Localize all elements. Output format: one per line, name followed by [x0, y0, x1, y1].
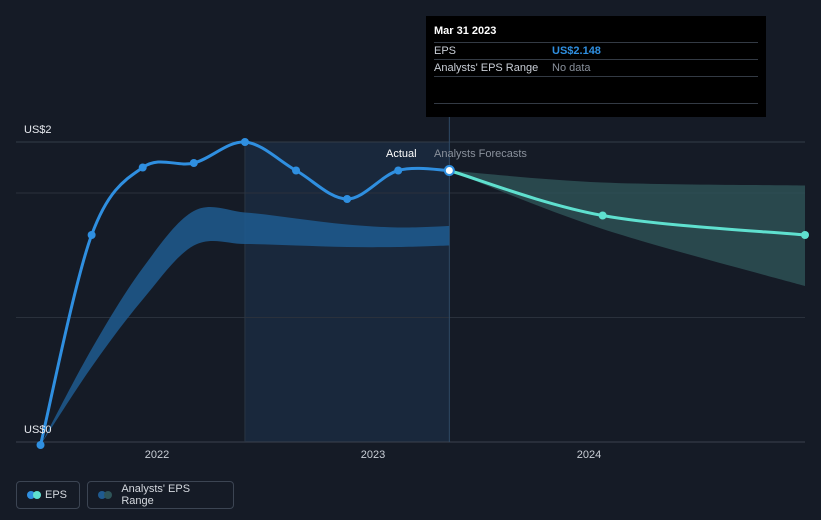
x-tick-label-2022: 2022 — [144, 449, 170, 461]
range-legend-icon — [98, 491, 113, 499]
eps-point-actual-4 — [240, 138, 249, 146]
eps-point-actual-0 — [36, 441, 45, 449]
tooltip-row-range: Analysts' EPS Range No data — [434, 60, 758, 77]
y-tick-label-top: US$2 — [24, 124, 52, 136]
actual-section-label: Actual — [386, 148, 417, 160]
eps-range-band-actual — [40, 206, 450, 445]
eps-point-actual-7 — [394, 166, 403, 175]
legend-eps-label: EPS — [44, 489, 67, 501]
x-tick-label-2024: 2024 — [576, 449, 602, 461]
eps-point-forecast-1 — [598, 211, 607, 220]
eps-point-actual-3 — [189, 159, 198, 167]
eps-point-actual-6 — [343, 195, 352, 203]
legend-range-label: Analysts' EPS Range — [121, 483, 191, 507]
x-tick-label-2023: 2023 — [360, 449, 386, 461]
legend-eps-button[interactable]: EPS — [16, 481, 80, 509]
forecast-highlight — [244, 142, 450, 442]
tooltip-eps-value: US$2.148 — [552, 45, 601, 57]
tooltip-row-eps: EPS US$2.148 — [434, 43, 758, 60]
eps-point-actual-2 — [138, 163, 147, 172]
tooltip-range-value: No data — [552, 62, 591, 74]
data-tooltip: Mar 31 2023 EPS US$2.148 Analysts' EPS R… — [426, 16, 766, 117]
eps-point-actual-8 — [443, 165, 455, 176]
y-tick-label-bottom: US$0 — [24, 424, 52, 436]
eps-points — [36, 138, 809, 449]
eps-line-actual — [39, 140, 451, 447]
tooltip-eps-label: EPS — [434, 45, 457, 57]
tooltip-spacer — [434, 77, 758, 104]
eps-point-forecast-2 — [801, 231, 809, 239]
tooltip-range-label: Analysts' EPS Range — [434, 62, 539, 74]
forecast-section-label: Analysts Forecasts — [434, 148, 527, 160]
legend-range-button[interactable]: Analysts' EPS Range — [87, 481, 234, 509]
eps-point-actual-1 — [87, 231, 96, 239]
eps-legend-icon — [27, 491, 41, 499]
eps-point-actual-5 — [292, 166, 301, 175]
tooltip-date: Mar 31 2023 — [434, 24, 758, 43]
